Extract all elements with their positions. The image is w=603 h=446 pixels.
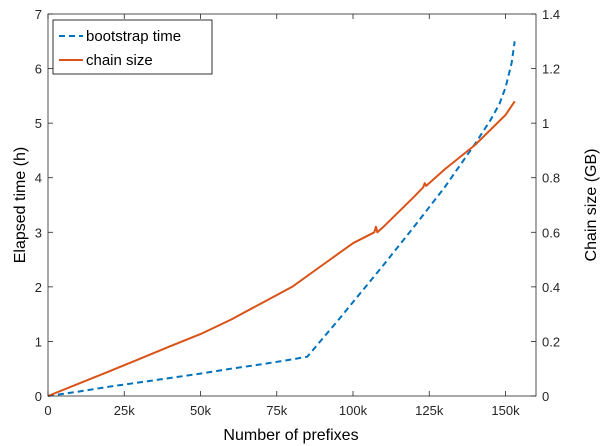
y-right-tick-label: 0.4 (542, 280, 560, 295)
x-tick-label: 125k (415, 403, 444, 418)
plot-frame (47, 13, 537, 397)
series-layer (47, 41, 516, 397)
plot-border (47, 13, 537, 397)
y-left-tick-label: 2 (35, 280, 42, 295)
x-tick-label: 100k (339, 403, 368, 418)
ticks-layer: 0 25k 50k 75k 100k 125k 150k 0 1 2 3 4 5 6 7 0 0.2 0.4 0.6… (35, 7, 560, 418)
legend-box (52, 19, 213, 75)
y-left-tick-label: 5 (35, 116, 42, 131)
y-right-tick-label: 0.2 (542, 334, 560, 349)
x-tick-label: 50k (190, 403, 211, 418)
y-right-tick-label: 1.2 (542, 62, 560, 77)
x-tick-label: 75k (266, 403, 287, 418)
y-right-axis-title: Chain size (GB) (583, 149, 600, 262)
legend-label-chain-size: chain size (86, 52, 153, 69)
series-line-chain-size (47, 100, 516, 397)
y-left-axis-title: Elapsed time (h) (12, 147, 29, 264)
x-axis-title: Number of prefixes (223, 427, 358, 444)
legend-label-bootstrap-time: bootstrap time (86, 28, 181, 45)
x-tick-label: 150k (491, 403, 520, 418)
series-line-bootstrap-time (47, 41, 516, 397)
y-left-tick-label: 4 (35, 171, 42, 186)
x-tick-label: 0 (44, 403, 51, 418)
y-left-tick-label: 0 (35, 389, 42, 404)
x-tick-label: 25k (114, 403, 135, 418)
y-left-tick-label: 7 (35, 7, 42, 22)
y-left-tick-label: 6 (35, 62, 42, 77)
y-right-tick-label: 0 (542, 389, 549, 404)
y-right-tick-label: 1 (542, 116, 549, 131)
y-right-tick-label: 0.6 (542, 225, 560, 240)
y-left-tick-label: 1 (35, 334, 42, 349)
legend: bootstrap time chain size (52, 19, 213, 75)
y-right-tick-label: 0.8 (542, 171, 560, 186)
y-right-tick-label: 1.4 (542, 7, 560, 22)
y-left-tick-label: 3 (35, 225, 42, 240)
